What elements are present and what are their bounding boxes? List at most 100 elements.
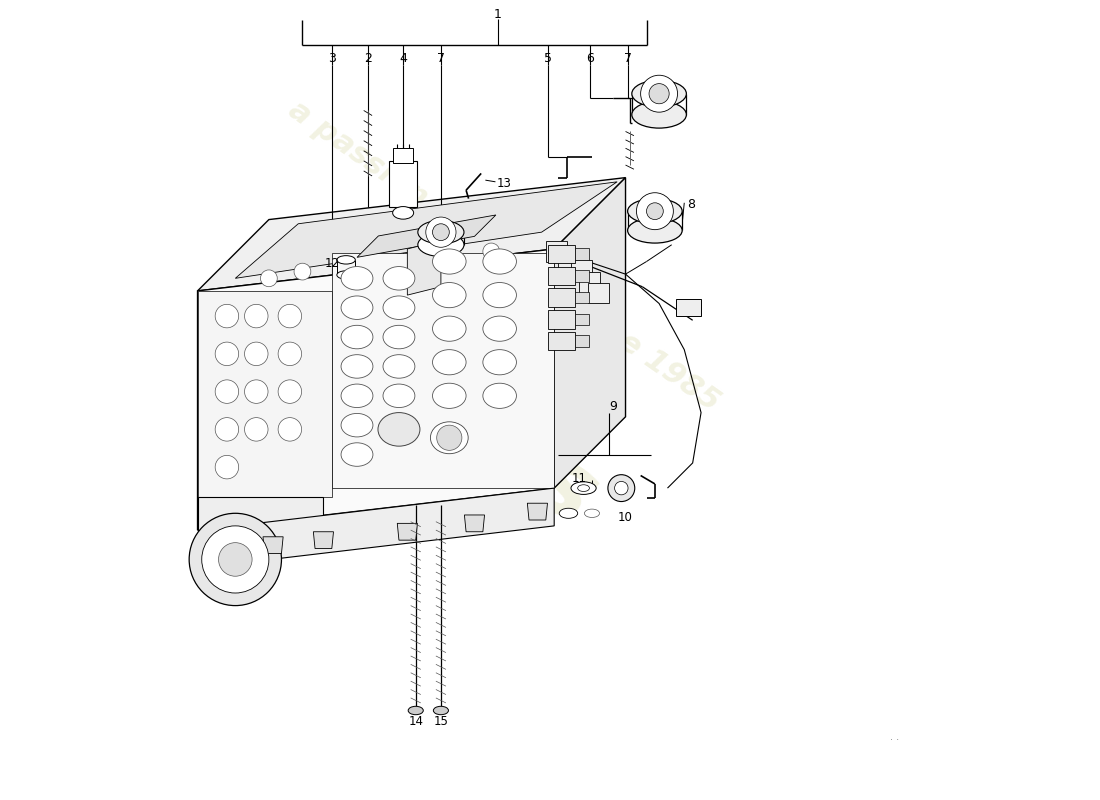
Ellipse shape — [584, 509, 600, 518]
Circle shape — [216, 342, 239, 366]
Circle shape — [261, 270, 277, 286]
Polygon shape — [332, 253, 554, 488]
Ellipse shape — [631, 102, 686, 128]
Ellipse shape — [432, 282, 466, 308]
Polygon shape — [675, 299, 701, 316]
Polygon shape — [397, 523, 417, 540]
Polygon shape — [571, 260, 592, 281]
Polygon shape — [559, 249, 580, 270]
Text: 7: 7 — [437, 52, 444, 65]
Polygon shape — [198, 249, 554, 530]
Ellipse shape — [432, 350, 466, 375]
Ellipse shape — [383, 296, 415, 319]
Text: 15: 15 — [433, 715, 449, 728]
Ellipse shape — [337, 270, 355, 279]
Polygon shape — [198, 178, 626, 291]
Ellipse shape — [341, 296, 373, 319]
Polygon shape — [580, 272, 601, 293]
Polygon shape — [546, 241, 566, 262]
Text: 11: 11 — [572, 471, 587, 485]
Polygon shape — [263, 537, 283, 554]
Polygon shape — [575, 270, 589, 282]
Text: 12: 12 — [324, 257, 339, 270]
Polygon shape — [575, 314, 589, 326]
Ellipse shape — [408, 706, 424, 714]
Circle shape — [294, 263, 311, 280]
Ellipse shape — [571, 482, 596, 494]
Circle shape — [278, 304, 301, 328]
Text: europes: europes — [209, 223, 615, 546]
Polygon shape — [548, 266, 575, 285]
Polygon shape — [314, 532, 333, 549]
Ellipse shape — [341, 326, 373, 349]
Ellipse shape — [383, 326, 415, 349]
Circle shape — [647, 202, 663, 219]
Circle shape — [278, 418, 301, 441]
Circle shape — [244, 380, 268, 403]
Ellipse shape — [628, 198, 682, 224]
Circle shape — [483, 243, 499, 260]
Text: 14: 14 — [408, 715, 424, 728]
Ellipse shape — [559, 508, 578, 518]
Circle shape — [649, 84, 669, 104]
Circle shape — [437, 425, 462, 450]
Text: 2: 2 — [364, 52, 372, 65]
Polygon shape — [548, 245, 575, 263]
Ellipse shape — [631, 80, 686, 107]
Circle shape — [278, 380, 301, 403]
Circle shape — [426, 217, 456, 247]
Text: 7: 7 — [624, 52, 632, 65]
Ellipse shape — [432, 249, 466, 274]
Polygon shape — [575, 335, 589, 347]
Ellipse shape — [383, 266, 415, 290]
Ellipse shape — [341, 414, 373, 437]
Polygon shape — [587, 282, 608, 303]
Polygon shape — [554, 178, 626, 488]
Text: 13: 13 — [496, 177, 512, 190]
Circle shape — [615, 482, 628, 495]
Circle shape — [640, 75, 678, 112]
Polygon shape — [235, 488, 554, 564]
Polygon shape — [358, 215, 496, 258]
Ellipse shape — [628, 218, 682, 243]
Circle shape — [608, 474, 635, 502]
Polygon shape — [389, 161, 417, 207]
Circle shape — [244, 418, 268, 441]
Circle shape — [637, 193, 673, 230]
Ellipse shape — [383, 354, 415, 378]
Circle shape — [201, 526, 268, 593]
Circle shape — [244, 342, 268, 366]
Polygon shape — [407, 241, 441, 295]
Text: a passion for parts since 1985: a passion for parts since 1985 — [283, 96, 725, 418]
Polygon shape — [548, 288, 575, 307]
Circle shape — [244, 304, 268, 328]
Ellipse shape — [432, 316, 466, 342]
Polygon shape — [575, 248, 589, 260]
Polygon shape — [198, 497, 323, 538]
Polygon shape — [575, 292, 589, 303]
Text: 5: 5 — [544, 52, 552, 65]
Circle shape — [278, 342, 301, 366]
Polygon shape — [235, 182, 617, 278]
Ellipse shape — [483, 316, 516, 342]
Circle shape — [216, 304, 239, 328]
Ellipse shape — [341, 266, 373, 290]
Ellipse shape — [383, 384, 415, 407]
Circle shape — [216, 380, 239, 403]
Circle shape — [219, 542, 252, 576]
Ellipse shape — [483, 350, 516, 375]
Ellipse shape — [433, 706, 449, 714]
Ellipse shape — [341, 384, 373, 407]
Circle shape — [432, 224, 449, 241]
Text: 4: 4 — [399, 52, 407, 65]
Circle shape — [216, 455, 239, 479]
Circle shape — [441, 249, 458, 266]
Ellipse shape — [378, 413, 420, 446]
Ellipse shape — [432, 383, 466, 408]
Text: 3: 3 — [328, 52, 336, 65]
Ellipse shape — [418, 233, 464, 257]
Circle shape — [189, 514, 282, 606]
Ellipse shape — [483, 383, 516, 408]
Polygon shape — [548, 332, 575, 350]
Text: · ·: · · — [890, 735, 899, 745]
